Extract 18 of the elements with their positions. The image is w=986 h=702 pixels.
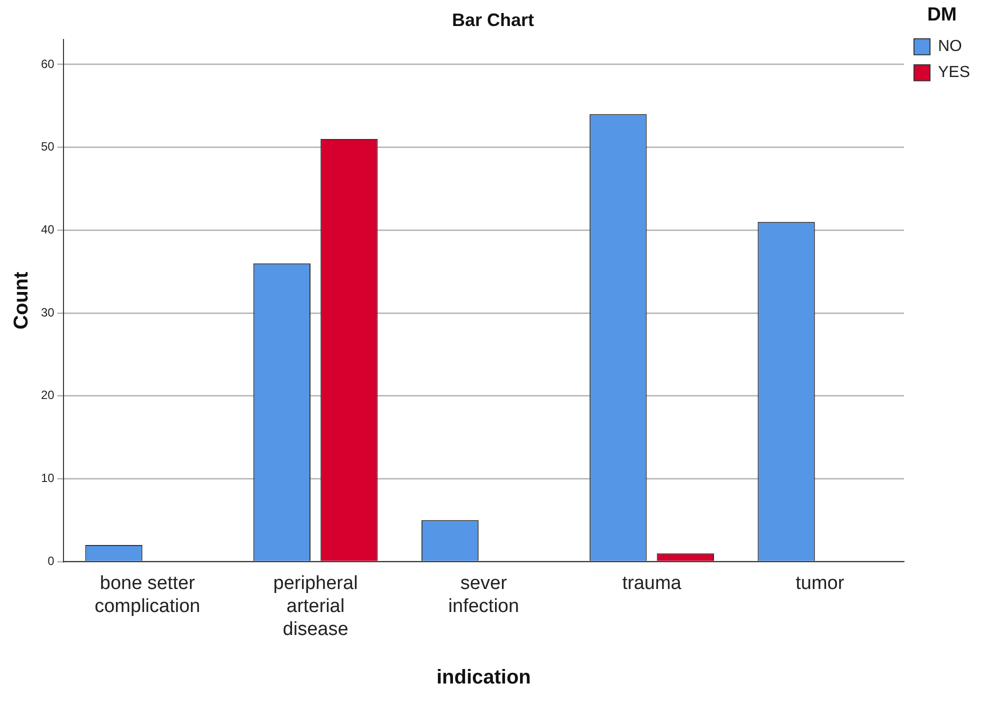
legend-label: YES xyxy=(938,64,970,82)
y-tick-label: 20 xyxy=(40,388,55,402)
y-tick-label: 30 xyxy=(40,305,55,320)
x-tick-label: peripheral arterial disease xyxy=(273,573,358,640)
x-tick-label: sever infection xyxy=(448,573,520,618)
y-tick-label: 50 xyxy=(40,140,55,154)
y-tick-label: 0 xyxy=(48,554,55,568)
x-axis-title: indication xyxy=(436,666,531,689)
legend-title: DM xyxy=(927,4,957,26)
x-tick-label: tumor xyxy=(796,573,845,594)
y-tick-label: 40 xyxy=(40,222,55,236)
chart-title: Bar Chart xyxy=(452,10,534,30)
y-tick-label: 10 xyxy=(40,471,55,486)
legend-label: NO xyxy=(938,38,962,56)
y-tick-label: 60 xyxy=(40,56,55,71)
x-tick-label: bone setter complication xyxy=(94,573,200,618)
x-tick-label: trauma xyxy=(622,573,682,594)
y-axis-title: Count xyxy=(10,271,33,330)
